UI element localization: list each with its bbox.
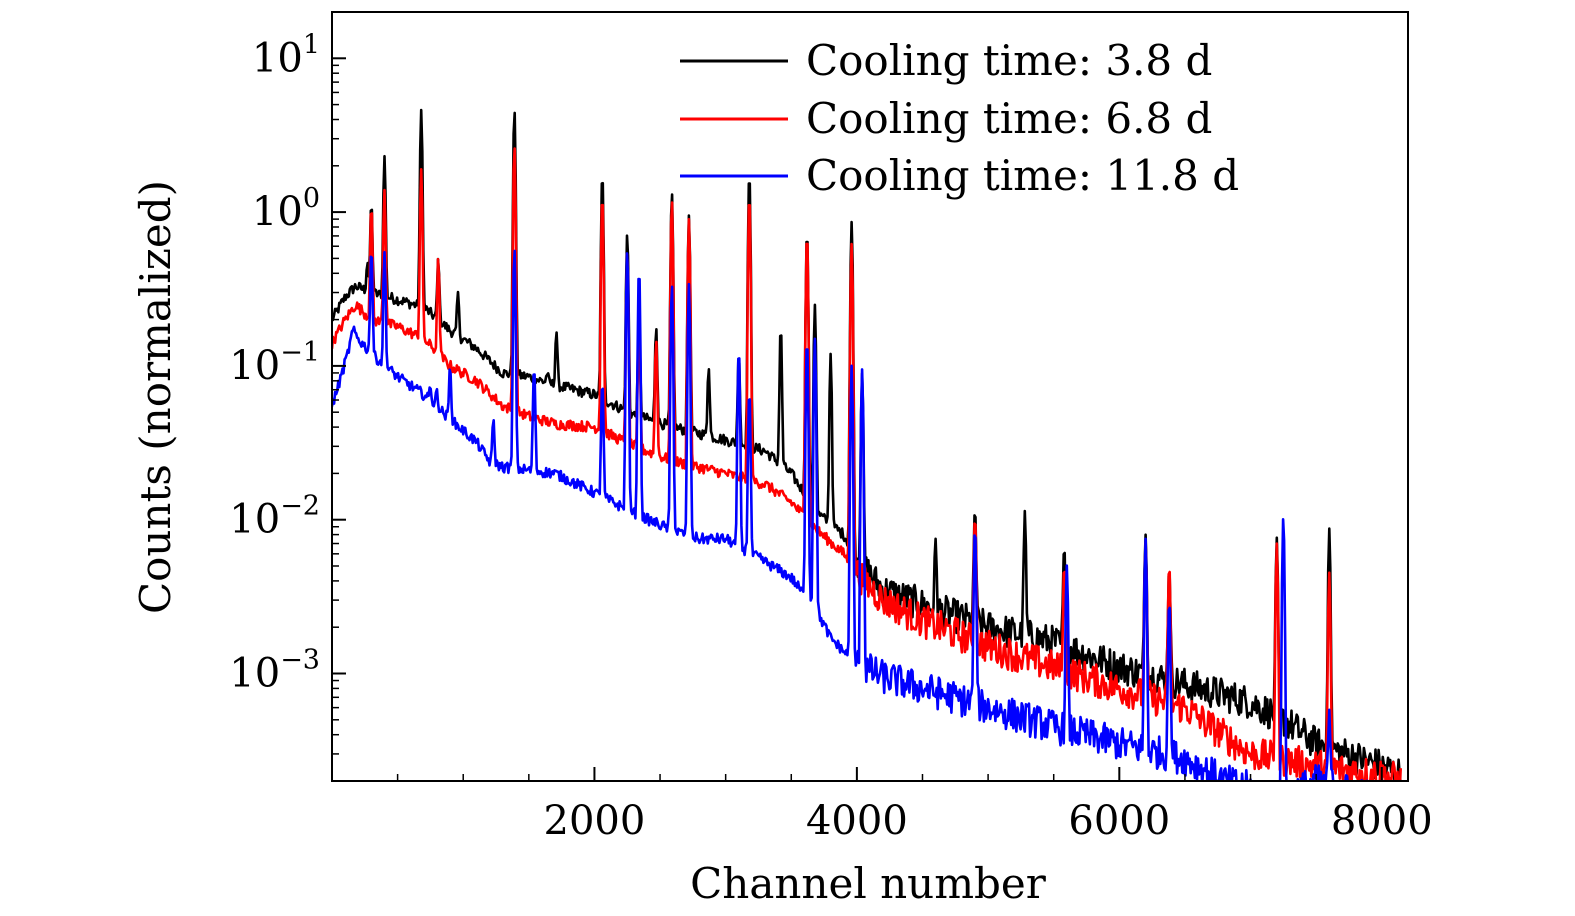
y-tick-base: 10 xyxy=(252,189,303,235)
y-tick-label: 100 xyxy=(252,183,320,235)
x-tick-label: 8000 xyxy=(1331,798,1433,844)
y-tick-label: 101 xyxy=(252,29,320,81)
y-tick-exponent: −1 xyxy=(280,337,320,368)
plot-frame xyxy=(331,11,1409,782)
x-tick-label: 4000 xyxy=(806,798,908,844)
legend-label-3-8d: Cooling time: 3.8 d xyxy=(806,36,1212,85)
legend-label-11-8d: Cooling time: 11.8 d xyxy=(806,151,1239,200)
series-line-11-8d xyxy=(332,249,1369,781)
y-tick-exponent: −2 xyxy=(280,491,320,522)
y-tick-base: 10 xyxy=(229,497,280,543)
series-layer xyxy=(332,108,1402,781)
series-line-3-8d xyxy=(332,108,1402,781)
x-tick-label: 6000 xyxy=(1068,798,1170,844)
legend-label-6-8d: Cooling time: 6.8 d xyxy=(806,94,1212,143)
y-tick-label: 10−3 xyxy=(229,644,320,696)
x-axis-title: Channel number xyxy=(690,859,1047,908)
y-tick-label: 10−2 xyxy=(229,491,320,543)
y-tick-base: 10 xyxy=(229,343,280,389)
y-tick-exponent: 1 xyxy=(303,29,320,60)
y-axis-title: Counts (normalized) xyxy=(131,180,180,614)
x-tick-label: 2000 xyxy=(544,798,646,844)
y-tick-label: 10−1 xyxy=(229,337,320,389)
y-tick-base: 10 xyxy=(252,35,303,81)
y-tick-exponent: 0 xyxy=(303,183,320,214)
series-line-6-8d xyxy=(332,147,1402,781)
y-tick-exponent: −3 xyxy=(280,644,320,675)
legend: Cooling time: 3.8 d Cooling time: 6.8 d … xyxy=(680,36,1239,200)
y-tick-base: 10 xyxy=(229,650,280,696)
